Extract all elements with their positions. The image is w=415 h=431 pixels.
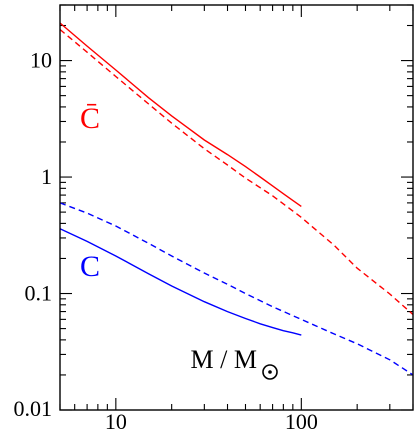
series-line-2 (60, 228, 302, 336)
tick-labels-layer: 10 100 10 1 0.1 0.01 (14, 48, 318, 431)
x-axis-label-text: M / M (191, 345, 257, 374)
y-tick-label: 0.1 (25, 281, 53, 306)
series-line-0 (60, 22, 302, 207)
series-line-3 (60, 202, 413, 376)
series-layer (60, 22, 413, 376)
series-label-c: C (80, 250, 100, 283)
y-tick-label: 0.01 (14, 396, 53, 421)
plot-frame (59, 4, 414, 411)
y-tick-label: 1 (41, 164, 52, 189)
series-line-1 (60, 28, 413, 316)
series-label-cbar: C̄ (80, 102, 100, 135)
y-tick-label: 10 (30, 48, 52, 73)
sun-symbol (262, 364, 278, 380)
x-axis-label: M / M (191, 345, 278, 380)
x-tick-label: 100 (285, 409, 318, 431)
x-tick-label: 10 (105, 409, 127, 431)
